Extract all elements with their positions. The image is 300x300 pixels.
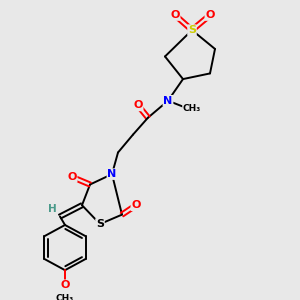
Text: O: O <box>133 100 143 110</box>
Text: CH₃: CH₃ <box>183 104 201 113</box>
Text: S: S <box>96 219 104 229</box>
Text: S: S <box>188 25 196 35</box>
Text: O: O <box>170 10 180 20</box>
Text: O: O <box>205 10 215 20</box>
Text: O: O <box>131 200 141 210</box>
Text: CH₃: CH₃ <box>56 294 74 300</box>
Text: N: N <box>164 96 172 106</box>
Text: N: N <box>107 169 117 179</box>
Text: O: O <box>60 280 70 290</box>
Text: O: O <box>67 172 77 182</box>
Text: H: H <box>48 204 56 214</box>
